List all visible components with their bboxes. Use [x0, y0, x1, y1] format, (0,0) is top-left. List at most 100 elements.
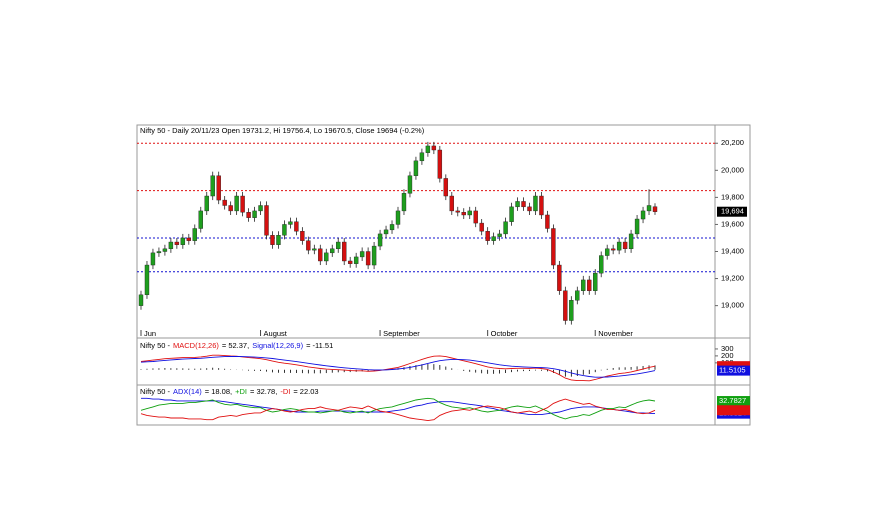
candle-body: [449, 195, 454, 212]
candle-body: [616, 241, 622, 251]
candle-body: [634, 218, 640, 235]
candle-body: [210, 175, 215, 197]
indicator-line: [140, 354, 656, 382]
candle-body: [652, 206, 658, 212]
candle-body: [288, 221, 293, 225]
indicator-line: [140, 398, 656, 422]
candle-body: [545, 214, 550, 229]
y-tick-label: 20,200: [721, 138, 744, 147]
last-price-label: 19,694: [721, 207, 744, 216]
candle-body: [294, 221, 299, 232]
legend-name: MACD(12,26): [173, 341, 219, 350]
candle-body: [186, 237, 192, 241]
candle-body: [407, 175, 413, 194]
candle-body: [419, 152, 425, 162]
candle-body: [377, 233, 383, 247]
candle-body: [539, 195, 544, 216]
candle-body: [497, 233, 502, 237]
candle-body: [383, 229, 389, 235]
candle-body: [628, 233, 634, 249]
candle-body: [533, 195, 538, 212]
candle-body: [324, 252, 329, 262]
candle-body: [455, 210, 460, 213]
candle-body: [258, 205, 263, 212]
candle-body: [509, 206, 514, 222]
candle-body: [467, 210, 472, 216]
candle-body: [389, 224, 395, 231]
candle-body: [138, 294, 144, 306]
candle-body: [413, 160, 419, 176]
candle-body: [204, 195, 209, 212]
candle-body: [563, 290, 568, 321]
legend-name: +DI: [235, 387, 247, 396]
candle-body: [485, 231, 490, 241]
candle-body: [276, 235, 281, 245]
candle-body: [336, 241, 341, 250]
candle-body: [604, 248, 610, 256]
candle-body: [162, 248, 168, 252]
candle-body: [318, 248, 323, 262]
candle-body: [473, 210, 478, 224]
y-tick-label: 19,400: [721, 246, 744, 255]
candle-body: [503, 221, 508, 235]
end-value-box: [717, 405, 750, 416]
x-tick-label: Jun: [144, 329, 156, 338]
y-tick-label: 20,000: [721, 165, 744, 174]
legend-value: = 52.37,: [222, 341, 249, 350]
candle-body: [234, 195, 239, 212]
candle-body: [306, 240, 311, 251]
legend-name: ADX(14): [173, 387, 202, 396]
candle-body: [180, 237, 186, 245]
candle-body: [312, 248, 317, 251]
y-tick-label: 19,200: [721, 274, 744, 283]
candle-body: [581, 279, 586, 291]
candle-body: [330, 248, 335, 254]
legend-value: = 22.03: [293, 387, 318, 396]
legend-prefix: Nifty 50 -: [140, 387, 171, 396]
candle-body: [395, 210, 401, 225]
candle-body: [593, 272, 598, 291]
candle-body: [282, 224, 287, 236]
indicator-line: [141, 397, 656, 416]
candle-body: [264, 205, 269, 236]
candle-body: [527, 206, 532, 212]
candle-body: [521, 201, 526, 208]
end-value-box: [717, 365, 750, 376]
candle-body: [240, 195, 245, 213]
candle-body: [557, 264, 562, 291]
candle-body: [640, 210, 646, 220]
legend: Nifty 50 - ADX(14) = 18.08, +DI = 32.78, -DI =…: [140, 387, 319, 396]
legend-name: Signal(12,26,9): [252, 341, 303, 350]
candle-body: [425, 145, 431, 153]
legend-value: = -11.51: [306, 341, 333, 350]
end-value-label: 11.5105: [719, 366, 746, 375]
candle-body: [359, 251, 365, 258]
candle-body: [156, 251, 162, 254]
candle-body: [569, 300, 574, 321]
candle-body: [622, 241, 628, 250]
indicator-line: [140, 397, 656, 420]
candle-body: [401, 193, 407, 212]
candle-body: [216, 175, 221, 201]
x-tick-label: August: [264, 329, 288, 338]
candle-body: [150, 252, 156, 266]
candle-body: [198, 210, 203, 229]
candle-body: [461, 212, 466, 216]
candle-body: [228, 205, 233, 212]
candle-body: [353, 256, 359, 264]
candle-body: [371, 245, 377, 266]
legend-name: -DI: [280, 387, 290, 396]
x-tick-label: September: [383, 329, 420, 338]
candle-body: [300, 231, 305, 241]
chart-title: Nifty 50 - Daily 20/11/23 Open 19731.2, …: [140, 126, 425, 135]
y-tick-label: 300: [721, 344, 734, 353]
candle-body: [342, 241, 347, 262]
candle-body: [252, 210, 257, 218]
x-tick-label: October: [491, 329, 518, 338]
end-value-box: [717, 396, 750, 407]
end-value-label: 32.7827: [719, 396, 746, 405]
legend-prefix: Nifty 50 -: [140, 341, 171, 350]
y-tick-label: 200: [721, 351, 734, 360]
